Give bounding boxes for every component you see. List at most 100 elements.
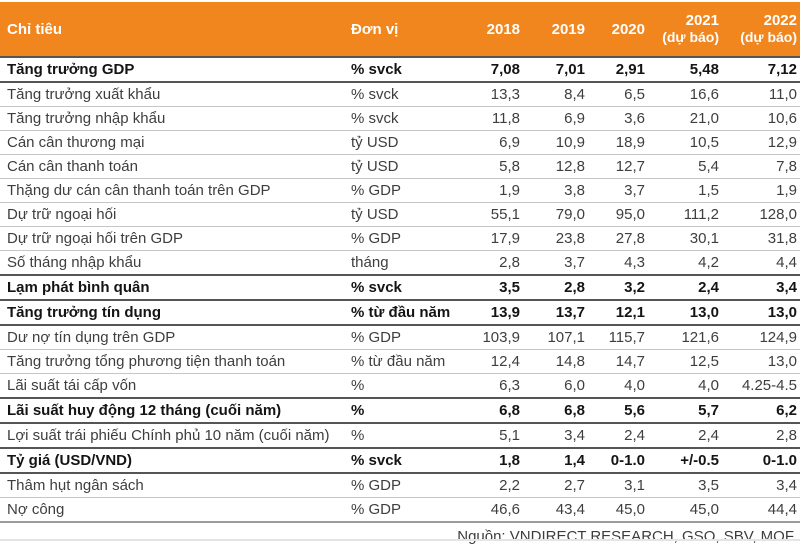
indicator-cell: Cán cân thương mại [0,130,345,155]
value-cell: 128,0 [722,202,800,227]
value-cell: 79,0 [523,202,588,227]
value-cell: 2,7 [523,472,588,498]
value-cell: +/-0.5 [648,447,722,474]
value-cell: 3,6 [588,106,648,131]
indicator-cell: Nợ công [0,497,345,523]
value-cell: 10,9 [523,130,588,155]
table-row: Tăng trưởng tín dụng% từ đầu năm 13,9 13,7… [0,299,800,326]
value-cell: 3,7 [588,178,648,203]
value-cell: 103,9 [457,324,523,350]
value-cell: 55,1 [457,202,523,227]
table-row: Cán cân thương mại tỷ USD 6,9 10,9 18,9 10,5 1… [0,130,800,155]
value-cell: 0-1.0 [588,447,648,474]
year-label: 2021 [685,12,719,29]
value-cell: 45,0 [648,497,722,523]
value-cell: 4,0 [588,373,648,398]
table-body: Tăng trưởng GDP% svck 7,08 7,01 2,91 5,48 7,1… [0,56,800,523]
value-cell: 6,5 [588,81,648,107]
col-header-2022-forecast: 2022 (dự báo) [722,2,800,57]
value-cell: 3,5 [648,472,722,498]
value-cell: 44,4 [722,497,800,523]
unit-cell: % GDP [345,226,457,251]
indicator-cell: Dư nợ tín dụng trên GDP [0,324,345,350]
col-header-2019: 2019 [523,2,588,57]
value-cell: 13,9 [457,299,523,326]
value-cell: 111,2 [648,202,722,227]
value-cell: 121,6 [648,324,722,350]
indicator-cell: Thặng dư cán cân thanh toán trên GDP [0,178,345,203]
col-header-2021-forecast: 2021 (dự báo) [648,2,722,57]
table-row: Dư nợ tín dụng trên GDP% GDP 103,9 107,1 11… [0,324,800,350]
unit-cell: % từ đầu năm [345,349,457,374]
unit-cell: % GDP [345,178,457,203]
value-cell: 95,0 [588,202,648,227]
unit-cell: % GDP [345,497,457,523]
table-row: Lãi suất huy động 12 tháng (cuối năm)% 6,… [0,397,800,424]
value-cell: 5,8 [457,154,523,179]
value-cell: 115,7 [588,324,648,350]
value-cell: 2,4 [648,422,722,448]
value-cell: 7,12 [722,56,800,83]
year-note: (dự báo) [662,29,719,45]
value-cell: 3,2 [588,274,648,301]
value-cell: 1,8 [457,447,523,474]
value-cell: 6,0 [523,373,588,398]
value-cell: 17,9 [457,226,523,251]
value-cell: 4,2 [648,250,722,275]
unit-cell: tỷ USD [345,202,457,227]
value-cell: 1,9 [722,178,800,203]
value-cell: 5,6 [588,397,648,424]
value-cell: 13,0 [648,299,722,326]
value-cell: 8,4 [523,81,588,107]
table-row: Cán cân thanh toán tỷ USD 5,8 12,8 12,7 5,4 7,… [0,154,800,179]
year-label: 2020 [611,20,645,38]
value-cell: 5,1 [457,422,523,448]
value-cell: 0-1.0 [722,447,800,474]
value-cell: 23,8 [523,226,588,251]
indicator-cell: Cán cân thanh toán [0,154,345,179]
table-row: Dự trữ ngoại hối trên GDP% GDP 17,9 23,8 27… [0,226,800,251]
value-cell: 18,9 [588,130,648,155]
unit-cell: tháng [345,250,457,275]
value-cell: 2,91 [588,56,648,83]
value-cell: 124,9 [722,324,800,350]
year-label: 2022 [763,12,797,29]
value-cell: 2,8 [457,250,523,275]
value-cell: 3,4 [722,274,800,301]
table-row: Nợ công% GDP 46,6 43,4 45,0 45,0 44,4 [0,497,800,523]
indicator-cell: Tỷ giá (USD/VND) [0,447,345,474]
col-header-indicator: Chỉ tiêu [0,2,345,57]
value-cell: 6,8 [523,397,588,424]
value-cell: 46,6 [457,497,523,523]
value-cell: 1,5 [648,178,722,203]
year-label: 2018 [486,20,520,38]
indicator-cell: Lãi suất tái cấp vốn [0,373,345,398]
table-row: Số tháng nhập khẩu tháng 2,8 3,7 4,3 4,2 4,4 [0,250,800,275]
value-cell: 2,8 [722,422,800,448]
table-row: Tăng trưởng xuất khẩu% svck 13,3 8,4 6,5 16,… [0,81,800,107]
value-cell: 3,7 [523,250,588,275]
value-cell: 3,1 [588,472,648,498]
value-cell: 12,8 [523,154,588,179]
value-cell: 7,8 [722,154,800,179]
unit-cell: % [345,373,457,398]
value-cell: 2,2 [457,472,523,498]
value-cell: 27,8 [588,226,648,251]
indicator-cell: Lãi suất huy động 12 tháng (cuối năm) [0,397,345,424]
value-cell: 30,1 [648,226,722,251]
table-row: Lạm phát bình quân% svck 3,5 2,8 3,2 2,4 3,4 [0,274,800,301]
unit-cell: % [345,422,457,448]
value-cell: 12,1 [588,299,648,326]
value-cell: 1,4 [523,447,588,474]
value-cell: 11,0 [722,81,800,107]
table-row: Lợi suất trái phiếu Chính phủ 10 năm (cu… [0,422,800,448]
bottom-divider [0,539,800,541]
value-cell: 45,0 [588,497,648,523]
indicator-cell: Dự trữ ngoại hối [0,202,345,227]
table-row: Tăng trưởng tổng phương tiện thanh toán%… [0,349,800,374]
value-cell: 10,5 [648,130,722,155]
table-header: Chỉ tiêu Đơn vị 2018 2019 2020 2021 (dự b… [0,2,800,57]
value-cell: 4,4 [722,250,800,275]
value-cell: 12,7 [588,154,648,179]
year-note: (dự báo) [740,29,797,45]
